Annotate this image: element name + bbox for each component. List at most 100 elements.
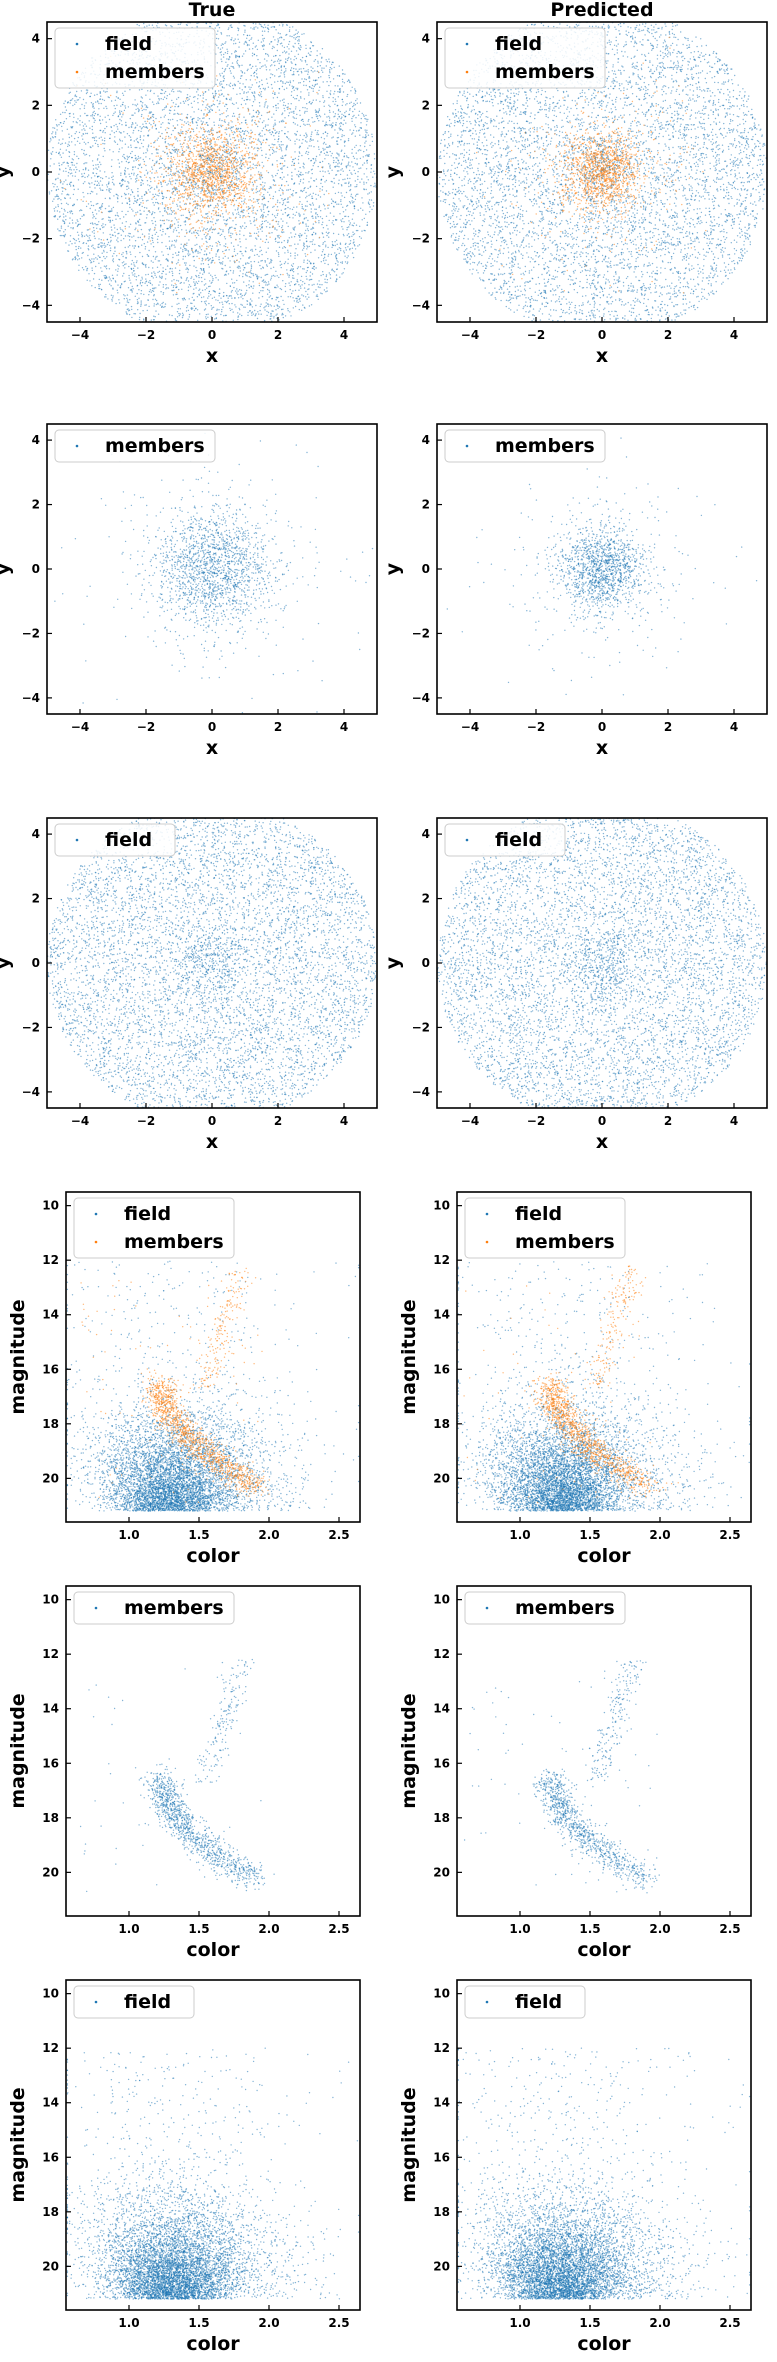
point-field [291, 36, 292, 37]
point-field [227, 115, 228, 116]
point-field [199, 246, 200, 247]
point-field [340, 118, 341, 119]
point-field [62, 152, 63, 153]
point-field [159, 260, 160, 261]
point-field [269, 318, 270, 319]
point-field [139, 219, 140, 220]
point-field [172, 15, 173, 16]
point-field [323, 149, 324, 150]
point-field [221, 126, 222, 127]
point-field [329, 69, 330, 70]
point-field [240, 304, 241, 305]
point-field [255, 46, 256, 47]
point-field [74, 138, 75, 139]
point-field [284, 108, 285, 109]
point-field [174, 324, 175, 325]
point-field [267, 54, 268, 55]
point-field [148, 145, 149, 146]
point-field [228, 122, 229, 123]
point-field [253, 313, 254, 314]
point-field [374, 158, 375, 159]
point-field [126, 251, 127, 252]
point-field [170, 224, 171, 225]
point-field [300, 126, 301, 127]
point-field [276, 110, 277, 111]
point-field [111, 177, 112, 178]
point-field [239, 157, 240, 158]
point-field [127, 133, 128, 134]
point-field [342, 130, 343, 131]
point-field [326, 122, 327, 123]
point-field [279, 63, 280, 64]
point-field [325, 291, 326, 292]
point-field [221, 311, 222, 312]
point-field [117, 229, 118, 230]
point-field [267, 124, 268, 125]
point-field [271, 278, 272, 279]
point-field [186, 243, 187, 244]
point-field [224, 106, 225, 107]
point-field [342, 218, 343, 219]
point-field [264, 309, 265, 310]
point-field [217, 79, 218, 80]
point-field [283, 121, 284, 122]
point-field [189, 96, 190, 97]
point-field [137, 231, 138, 232]
point-field [367, 193, 368, 194]
point-field [300, 266, 301, 267]
point-field [122, 230, 123, 231]
point-field [185, 217, 186, 218]
point-field [342, 134, 343, 135]
point-field [129, 299, 130, 300]
point-field [184, 236, 185, 237]
point-field [297, 273, 298, 274]
point-field [134, 273, 135, 274]
point-field [183, 186, 184, 187]
point-field [152, 194, 153, 195]
point-field [307, 74, 308, 75]
point-field [101, 137, 102, 138]
point-field [207, 213, 208, 214]
point-field [351, 174, 352, 175]
point-field [168, 183, 169, 184]
point-field [60, 154, 61, 155]
point-field [260, 209, 261, 210]
point-field [164, 306, 165, 307]
point-field [125, 235, 126, 236]
point-field [239, 267, 240, 268]
point-field [203, 113, 204, 114]
point-field [214, 104, 215, 105]
point-field [75, 176, 76, 177]
point-field [206, 253, 207, 254]
point-field [252, 11, 253, 12]
point-field [112, 260, 113, 261]
point-field [276, 107, 277, 108]
point-field [236, 61, 237, 62]
point-field [172, 188, 173, 189]
point-field [205, 238, 206, 239]
point-field [75, 102, 76, 103]
point-field [181, 113, 182, 114]
point-field [191, 182, 192, 183]
point-field [340, 219, 341, 220]
point-field [111, 159, 112, 160]
point-field [262, 130, 263, 131]
point-field [119, 110, 120, 111]
point-field [246, 38, 247, 39]
point-field [166, 175, 167, 176]
point-field [303, 208, 304, 209]
point-field [98, 210, 99, 211]
point-field [201, 297, 202, 298]
point-field [205, 330, 206, 331]
point-field [153, 114, 154, 115]
point-field [124, 157, 125, 158]
point-field [122, 179, 123, 180]
point-field [164, 97, 165, 98]
point-field [172, 130, 173, 131]
point-field [66, 149, 67, 150]
point-field [296, 139, 297, 140]
point-field [185, 167, 186, 168]
point-field [330, 90, 331, 91]
point-field [171, 100, 172, 101]
point-field [324, 106, 325, 107]
